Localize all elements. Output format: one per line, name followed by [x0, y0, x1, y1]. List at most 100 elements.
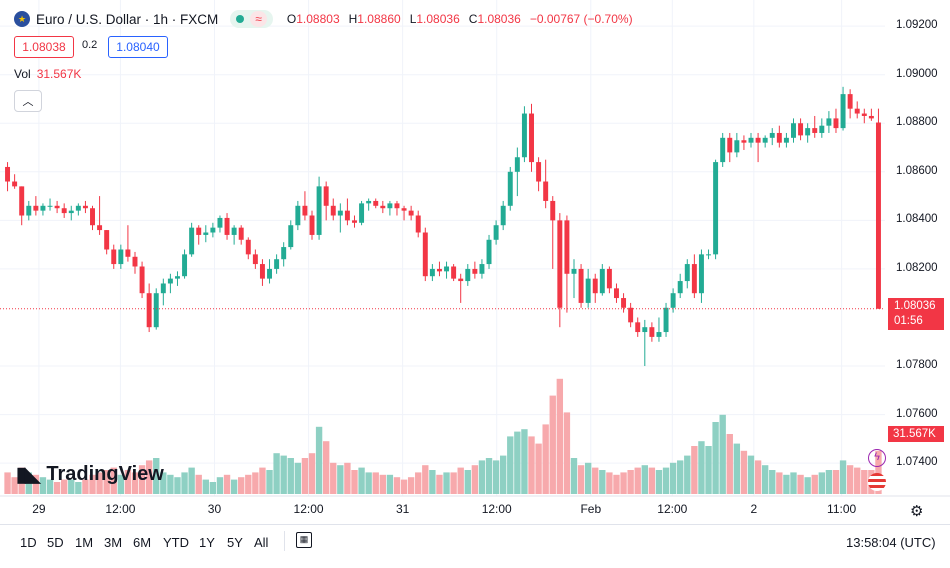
candle: [217, 215, 223, 233]
range-button-1y[interactable]: 1Y: [199, 535, 215, 550]
candle: [97, 196, 103, 235]
candle-body: [812, 128, 818, 133]
y-tick-label: 1.07800: [896, 359, 938, 372]
tradingview-logo[interactable]: ▮◣ TradingView: [16, 463, 164, 486]
range-button-all[interactable]: All: [254, 535, 269, 550]
candle-body: [571, 268, 577, 274]
candle: [826, 111, 832, 133]
lightning-icon[interactable]: ϟ: [868, 449, 886, 467]
volume-bar: [245, 474, 252, 494]
candle-body: [359, 203, 365, 223]
candle-body: [451, 266, 457, 279]
candle: [118, 244, 124, 269]
volume-bar: [542, 424, 549, 494]
candle-body: [174, 276, 180, 279]
symbol-header: ★ Euro / U.S. Dollar · 1h · FXCM ≈ O1.08…: [14, 8, 633, 30]
x-tick-label: Feb: [580, 502, 602, 516]
volume-bar: [620, 472, 627, 494]
x-tick-label: 12:00: [481, 502, 512, 516]
candle-body: [366, 200, 372, 204]
volume-bar: [181, 472, 188, 494]
candle-body: [75, 205, 81, 211]
candle: [585, 268, 591, 308]
candle-body: [755, 137, 761, 143]
volume-bar: [705, 446, 712, 494]
candle: [54, 200, 60, 214]
candle-body: [224, 217, 230, 235]
candle: [472, 261, 478, 279]
range-button-5d[interactable]: 5D: [47, 535, 64, 550]
volume-bar: [570, 458, 578, 494]
volume-bar: [124, 470, 132, 494]
calendar-range-icon[interactable]: ▦: [296, 532, 312, 548]
candle-body: [748, 137, 754, 143]
volume-bar: [75, 482, 82, 494]
volume-bar: [776, 472, 783, 494]
market-status[interactable]: ≈: [230, 10, 273, 28]
utc-clock[interactable]: 13:58:04 (UTC): [846, 535, 936, 550]
open-value: 1.08803: [296, 12, 340, 26]
candle-body: [557, 220, 563, 308]
us-flag-icon[interactable]: [868, 473, 886, 491]
range-button-ytd[interactable]: YTD: [163, 535, 189, 550]
candle-body: [529, 113, 534, 163]
volume-bar: [521, 429, 528, 494]
volume-bar: [507, 436, 514, 494]
buy-price-button[interactable]: 1.08040: [108, 36, 168, 58]
candle: [791, 118, 796, 143]
volume-bar: [259, 467, 266, 494]
candle-body: [741, 140, 747, 143]
volume-bar: [145, 460, 153, 494]
volume-bar: [677, 460, 684, 494]
volume-bar: [436, 474, 443, 494]
volume-bar: [11, 477, 18, 494]
volume-tag: 31.567K: [888, 426, 944, 442]
volume-bar: [662, 467, 670, 494]
candle-body: [12, 181, 18, 187]
volume-bar: [39, 477, 47, 494]
candle: [422, 227, 428, 282]
volume-bar: [613, 474, 620, 494]
candle: [663, 302, 669, 337]
range-button-3m[interactable]: 3M: [104, 535, 123, 550]
candle: [182, 249, 188, 279]
y-tick-label: 1.08400: [896, 213, 938, 226]
collapse-legend-button[interactable]: ︿: [14, 90, 42, 112]
range-button-6m[interactable]: 6M: [133, 535, 152, 550]
range-button-5y[interactable]: 5Y: [227, 535, 243, 550]
candle: [748, 132, 754, 148]
candle-body: [642, 327, 648, 333]
candle-body: [380, 205, 386, 209]
volume-bar: [485, 458, 493, 494]
candle: [444, 261, 450, 279]
candle: [33, 196, 39, 216]
tv-logo-icon: ▮◣: [16, 464, 40, 486]
candle-body: [139, 266, 145, 294]
range-button-1m[interactable]: 1M: [75, 535, 94, 550]
candle-body: [628, 307, 634, 323]
candle: [344, 198, 350, 226]
candle-body: [727, 137, 733, 153]
sell-price-button[interactable]: 1.08038: [14, 36, 74, 58]
candle-body: [868, 115, 874, 119]
volume-bar: [209, 482, 217, 494]
range-button-1d[interactable]: 1D: [20, 535, 37, 550]
settings-gear-icon[interactable]: ⚙: [910, 503, 924, 520]
candle-body: [189, 227, 195, 255]
volume-bar: [153, 458, 160, 494]
volume-bar: [386, 474, 394, 494]
volume-bar: [599, 470, 606, 494]
candle: [599, 264, 605, 296]
candle-body: [564, 220, 570, 274]
y-tick-label: 1.08800: [896, 116, 938, 129]
candle-body: [330, 205, 336, 216]
volume-bar: [131, 472, 139, 494]
candle: [47, 198, 53, 211]
symbol-title[interactable]: Euro / U.S. Dollar · 1h · FXCM: [36, 11, 219, 27]
volume-bar: [89, 474, 96, 494]
candle: [436, 261, 442, 277]
candle-body: [196, 227, 202, 235]
volume-bar: [719, 414, 726, 494]
volume-bar: [294, 462, 302, 494]
